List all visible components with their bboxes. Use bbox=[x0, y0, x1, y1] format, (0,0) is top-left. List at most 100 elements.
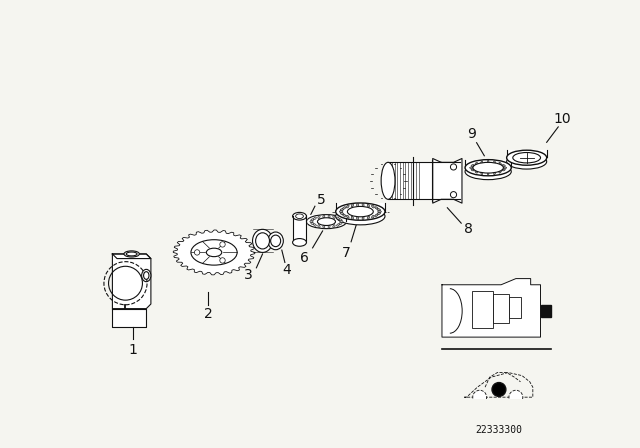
Ellipse shape bbox=[143, 271, 149, 280]
Ellipse shape bbox=[471, 164, 474, 166]
Ellipse shape bbox=[342, 207, 346, 209]
Ellipse shape bbox=[475, 171, 477, 173]
Ellipse shape bbox=[356, 203, 358, 207]
Ellipse shape bbox=[340, 212, 344, 215]
Ellipse shape bbox=[377, 212, 380, 215]
Ellipse shape bbox=[337, 217, 339, 220]
Ellipse shape bbox=[362, 216, 364, 220]
Ellipse shape bbox=[473, 162, 504, 173]
Ellipse shape bbox=[311, 222, 314, 224]
Ellipse shape bbox=[381, 162, 395, 199]
Ellipse shape bbox=[367, 216, 369, 220]
Ellipse shape bbox=[507, 154, 547, 169]
Ellipse shape bbox=[348, 207, 373, 217]
Ellipse shape bbox=[141, 269, 151, 282]
Ellipse shape bbox=[255, 233, 269, 249]
Ellipse shape bbox=[342, 214, 346, 216]
Ellipse shape bbox=[337, 224, 339, 226]
Text: 8: 8 bbox=[465, 222, 474, 236]
Ellipse shape bbox=[340, 209, 344, 211]
Ellipse shape bbox=[318, 225, 320, 228]
Text: 9: 9 bbox=[467, 127, 476, 141]
Ellipse shape bbox=[471, 169, 474, 171]
Text: 4: 4 bbox=[282, 263, 291, 277]
Ellipse shape bbox=[307, 215, 346, 228]
Circle shape bbox=[492, 383, 506, 396]
Ellipse shape bbox=[499, 171, 501, 173]
Ellipse shape bbox=[375, 207, 378, 209]
Polygon shape bbox=[507, 150, 547, 157]
Ellipse shape bbox=[499, 162, 501, 165]
Text: 7: 7 bbox=[342, 246, 351, 259]
Ellipse shape bbox=[465, 159, 511, 176]
Ellipse shape bbox=[292, 238, 307, 246]
Ellipse shape bbox=[372, 215, 374, 218]
Ellipse shape bbox=[356, 216, 358, 220]
Ellipse shape bbox=[323, 225, 325, 228]
Polygon shape bbox=[388, 162, 460, 199]
Ellipse shape bbox=[488, 160, 489, 164]
Ellipse shape bbox=[206, 248, 221, 257]
Text: 22333300: 22333300 bbox=[476, 425, 522, 435]
Polygon shape bbox=[465, 159, 511, 168]
Ellipse shape bbox=[362, 203, 364, 207]
Polygon shape bbox=[113, 254, 151, 258]
Ellipse shape bbox=[378, 211, 381, 212]
Ellipse shape bbox=[126, 252, 137, 256]
Polygon shape bbox=[442, 279, 541, 337]
Ellipse shape bbox=[292, 212, 307, 220]
Text: 1: 1 bbox=[129, 343, 138, 357]
Ellipse shape bbox=[340, 221, 343, 223]
Ellipse shape bbox=[328, 225, 330, 228]
Ellipse shape bbox=[377, 209, 380, 211]
Ellipse shape bbox=[493, 161, 495, 164]
Text: 6: 6 bbox=[300, 251, 309, 265]
Ellipse shape bbox=[475, 162, 477, 165]
Ellipse shape bbox=[372, 205, 374, 208]
Ellipse shape bbox=[504, 167, 507, 168]
Circle shape bbox=[195, 250, 200, 255]
Ellipse shape bbox=[333, 215, 335, 219]
Ellipse shape bbox=[339, 222, 342, 224]
Polygon shape bbox=[113, 309, 147, 327]
Ellipse shape bbox=[375, 214, 378, 216]
Ellipse shape bbox=[351, 216, 353, 220]
Ellipse shape bbox=[328, 215, 330, 218]
Ellipse shape bbox=[339, 219, 342, 221]
Ellipse shape bbox=[314, 224, 316, 226]
Ellipse shape bbox=[502, 164, 505, 166]
Ellipse shape bbox=[336, 203, 385, 220]
Ellipse shape bbox=[318, 215, 320, 219]
Ellipse shape bbox=[481, 161, 483, 164]
Polygon shape bbox=[292, 216, 307, 242]
Ellipse shape bbox=[314, 217, 316, 220]
Polygon shape bbox=[173, 230, 255, 275]
Ellipse shape bbox=[502, 169, 505, 171]
Ellipse shape bbox=[336, 207, 385, 225]
Circle shape bbox=[451, 164, 456, 170]
Ellipse shape bbox=[311, 219, 314, 221]
Ellipse shape bbox=[271, 235, 281, 247]
Ellipse shape bbox=[465, 164, 511, 180]
Ellipse shape bbox=[296, 214, 303, 219]
Polygon shape bbox=[307, 215, 346, 221]
Polygon shape bbox=[336, 203, 385, 212]
Ellipse shape bbox=[367, 204, 369, 207]
Ellipse shape bbox=[323, 215, 325, 218]
Ellipse shape bbox=[317, 218, 335, 225]
Text: 3: 3 bbox=[244, 268, 253, 282]
Ellipse shape bbox=[310, 221, 313, 223]
Ellipse shape bbox=[493, 172, 495, 175]
Ellipse shape bbox=[339, 211, 343, 212]
Ellipse shape bbox=[333, 225, 335, 228]
Bar bbox=[509, 297, 521, 318]
Polygon shape bbox=[113, 254, 151, 309]
Circle shape bbox=[451, 192, 456, 198]
Ellipse shape bbox=[191, 240, 237, 265]
Ellipse shape bbox=[488, 172, 489, 175]
Circle shape bbox=[473, 390, 486, 404]
Ellipse shape bbox=[346, 205, 349, 208]
Polygon shape bbox=[541, 305, 551, 317]
Ellipse shape bbox=[481, 172, 483, 175]
Text: 5: 5 bbox=[317, 193, 326, 207]
